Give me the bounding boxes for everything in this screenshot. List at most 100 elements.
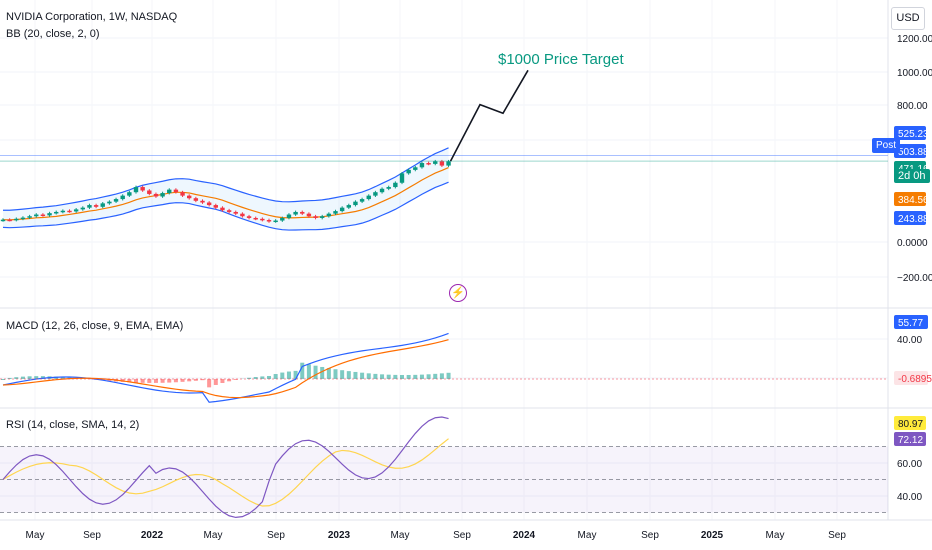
candle-body bbox=[113, 199, 119, 202]
macd-tag-label: 55.77 bbox=[898, 318, 923, 329]
time-axis-label: May bbox=[26, 530, 45, 541]
candle-body bbox=[359, 199, 365, 202]
time-axis-label: Sep bbox=[828, 530, 846, 541]
candle-body bbox=[353, 201, 358, 206]
macd-histogram-bar bbox=[406, 374, 411, 379]
candle-body bbox=[346, 205, 351, 208]
candle-body bbox=[313, 216, 318, 218]
macd-histogram-bar bbox=[293, 370, 298, 379]
candle-body bbox=[333, 211, 338, 214]
price-tick-label: 1200.00 bbox=[897, 34, 932, 45]
macd-histogram-bar bbox=[346, 371, 351, 379]
macd-signal-line bbox=[2, 339, 449, 399]
macd-histogram-bar bbox=[439, 373, 444, 379]
bb-lower-line bbox=[2, 181, 449, 231]
macd-histogram-bar bbox=[273, 374, 278, 379]
macd-histogram-bar bbox=[333, 369, 338, 379]
bb-indicator-label[interactable]: BB (20, close, 2, 0) bbox=[6, 28, 100, 40]
macd-histogram-bar bbox=[180, 379, 185, 382]
candle-body bbox=[366, 195, 371, 200]
price-tag bbox=[894, 126, 926, 140]
macd-histogram-bar bbox=[413, 374, 418, 379]
candle-body bbox=[20, 217, 26, 220]
time-axis-label: May bbox=[204, 530, 223, 541]
macd-tick-label: 40.00 bbox=[897, 335, 922, 346]
symbol-title[interactable]: NVIDIA Corporation, 1W, NASDAQ bbox=[6, 11, 178, 23]
candle-body bbox=[160, 193, 165, 197]
candle-body bbox=[253, 217, 258, 220]
candle-body bbox=[286, 214, 292, 218]
price-target-annotation[interactable]: $1000 Price Target bbox=[498, 51, 624, 68]
macd-tag-label: -0.6895 bbox=[898, 374, 932, 385]
macd-histogram-bar bbox=[340, 370, 345, 379]
post-market-badge: Post bbox=[872, 138, 901, 153]
candle-body bbox=[446, 161, 451, 166]
macd-tag bbox=[894, 315, 928, 329]
rsi-tag-label: 72.12 bbox=[898, 435, 923, 446]
macd-indicator-label[interactable]: MACD (12, 26, close, 9, EMA, EMA) bbox=[6, 320, 184, 332]
candle-body bbox=[107, 201, 112, 204]
bb-basis-line bbox=[2, 167, 449, 221]
macd-histogram-bar bbox=[393, 374, 398, 379]
price-tag-label: 243.88 bbox=[898, 214, 929, 225]
candle-body bbox=[426, 163, 431, 165]
candle-body bbox=[100, 203, 105, 207]
macd-histogram-bar bbox=[373, 373, 378, 379]
macd-histogram-bar bbox=[233, 379, 238, 380]
macd-histogram-bar bbox=[260, 376, 265, 379]
candle-body bbox=[87, 205, 92, 208]
rsi-tick-label: 40.00 bbox=[897, 492, 922, 503]
macd-histogram-bar bbox=[40, 376, 45, 379]
price-tag bbox=[894, 144, 926, 158]
macd-histogram-bar bbox=[207, 379, 212, 388]
candle-body bbox=[206, 202, 212, 206]
macd-histogram-bar bbox=[267, 375, 271, 379]
lightning-icon[interactable]: ⚡ bbox=[449, 284, 467, 302]
macd-histogram-bar bbox=[433, 373, 438, 379]
bb-fill bbox=[3, 147, 449, 231]
candle-body bbox=[220, 207, 225, 211]
macd-histogram-bar bbox=[320, 366, 325, 379]
price-tag-label: 525.23 bbox=[898, 129, 929, 140]
time-axis-label: May bbox=[578, 530, 597, 541]
macd-histogram-bar bbox=[14, 377, 19, 379]
candle-body bbox=[60, 210, 66, 213]
candle-body bbox=[226, 210, 232, 212]
price-tick-label: 800.00 bbox=[897, 101, 928, 112]
time-axis-label: 2024 bbox=[513, 530, 536, 541]
candle-body bbox=[260, 218, 265, 221]
macd-histogram-bar bbox=[7, 377, 12, 379]
candle-body bbox=[200, 200, 205, 203]
candle-body bbox=[386, 187, 391, 189]
candle-body bbox=[399, 173, 405, 183]
candle-body bbox=[326, 213, 332, 217]
macd-histogram-bar bbox=[353, 371, 358, 379]
macd-histogram-bar bbox=[380, 374, 385, 379]
macd-histogram-bar bbox=[213, 379, 218, 385]
macd-histogram-bar bbox=[60, 376, 65, 379]
macd-histogram-bar bbox=[227, 379, 232, 382]
time-axis-label: May bbox=[766, 530, 785, 541]
macd-histogram-bar bbox=[400, 374, 404, 379]
countdown-badge: 2d 0h bbox=[894, 169, 930, 183]
candle-body bbox=[93, 205, 99, 207]
macd-histogram-bar bbox=[140, 379, 145, 383]
price-tag bbox=[894, 192, 926, 206]
price-tick-label: 0.0000 bbox=[897, 238, 928, 249]
candle-body bbox=[180, 192, 185, 196]
currency-button[interactable]: USD bbox=[891, 7, 925, 30]
time-axis-label: 2023 bbox=[328, 530, 351, 541]
price-tag-label: 503.88 bbox=[898, 147, 929, 158]
macd-histogram-bar bbox=[386, 374, 391, 379]
candle-body bbox=[167, 189, 172, 194]
candle-body bbox=[127, 192, 132, 196]
time-axis-label: Sep bbox=[83, 530, 101, 541]
price-tag bbox=[894, 211, 926, 225]
candle-body bbox=[80, 207, 85, 210]
candle-body bbox=[54, 211, 59, 214]
macd-histogram-bar bbox=[419, 374, 424, 379]
rsi-indicator-label[interactable]: RSI (14, close, SMA, 14, 2) bbox=[6, 419, 140, 431]
candle-body bbox=[40, 214, 46, 217]
macd-histogram-bar bbox=[20, 376, 25, 379]
